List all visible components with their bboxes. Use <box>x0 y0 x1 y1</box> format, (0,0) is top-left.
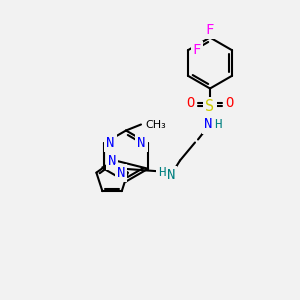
Text: H: H <box>158 166 166 179</box>
Text: H: H <box>214 118 221 131</box>
Text: N: N <box>106 136 115 150</box>
Text: O: O <box>186 97 195 110</box>
Text: N: N <box>167 169 175 182</box>
Text: N: N <box>137 136 146 150</box>
Text: S: S <box>206 99 214 114</box>
Text: O: O <box>225 97 234 110</box>
Text: F: F <box>206 23 214 37</box>
Text: N: N <box>108 154 116 168</box>
Text: N: N <box>117 166 125 180</box>
Text: N: N <box>204 118 213 131</box>
Text: F: F <box>193 43 201 57</box>
Text: CH₃: CH₃ <box>146 119 166 130</box>
